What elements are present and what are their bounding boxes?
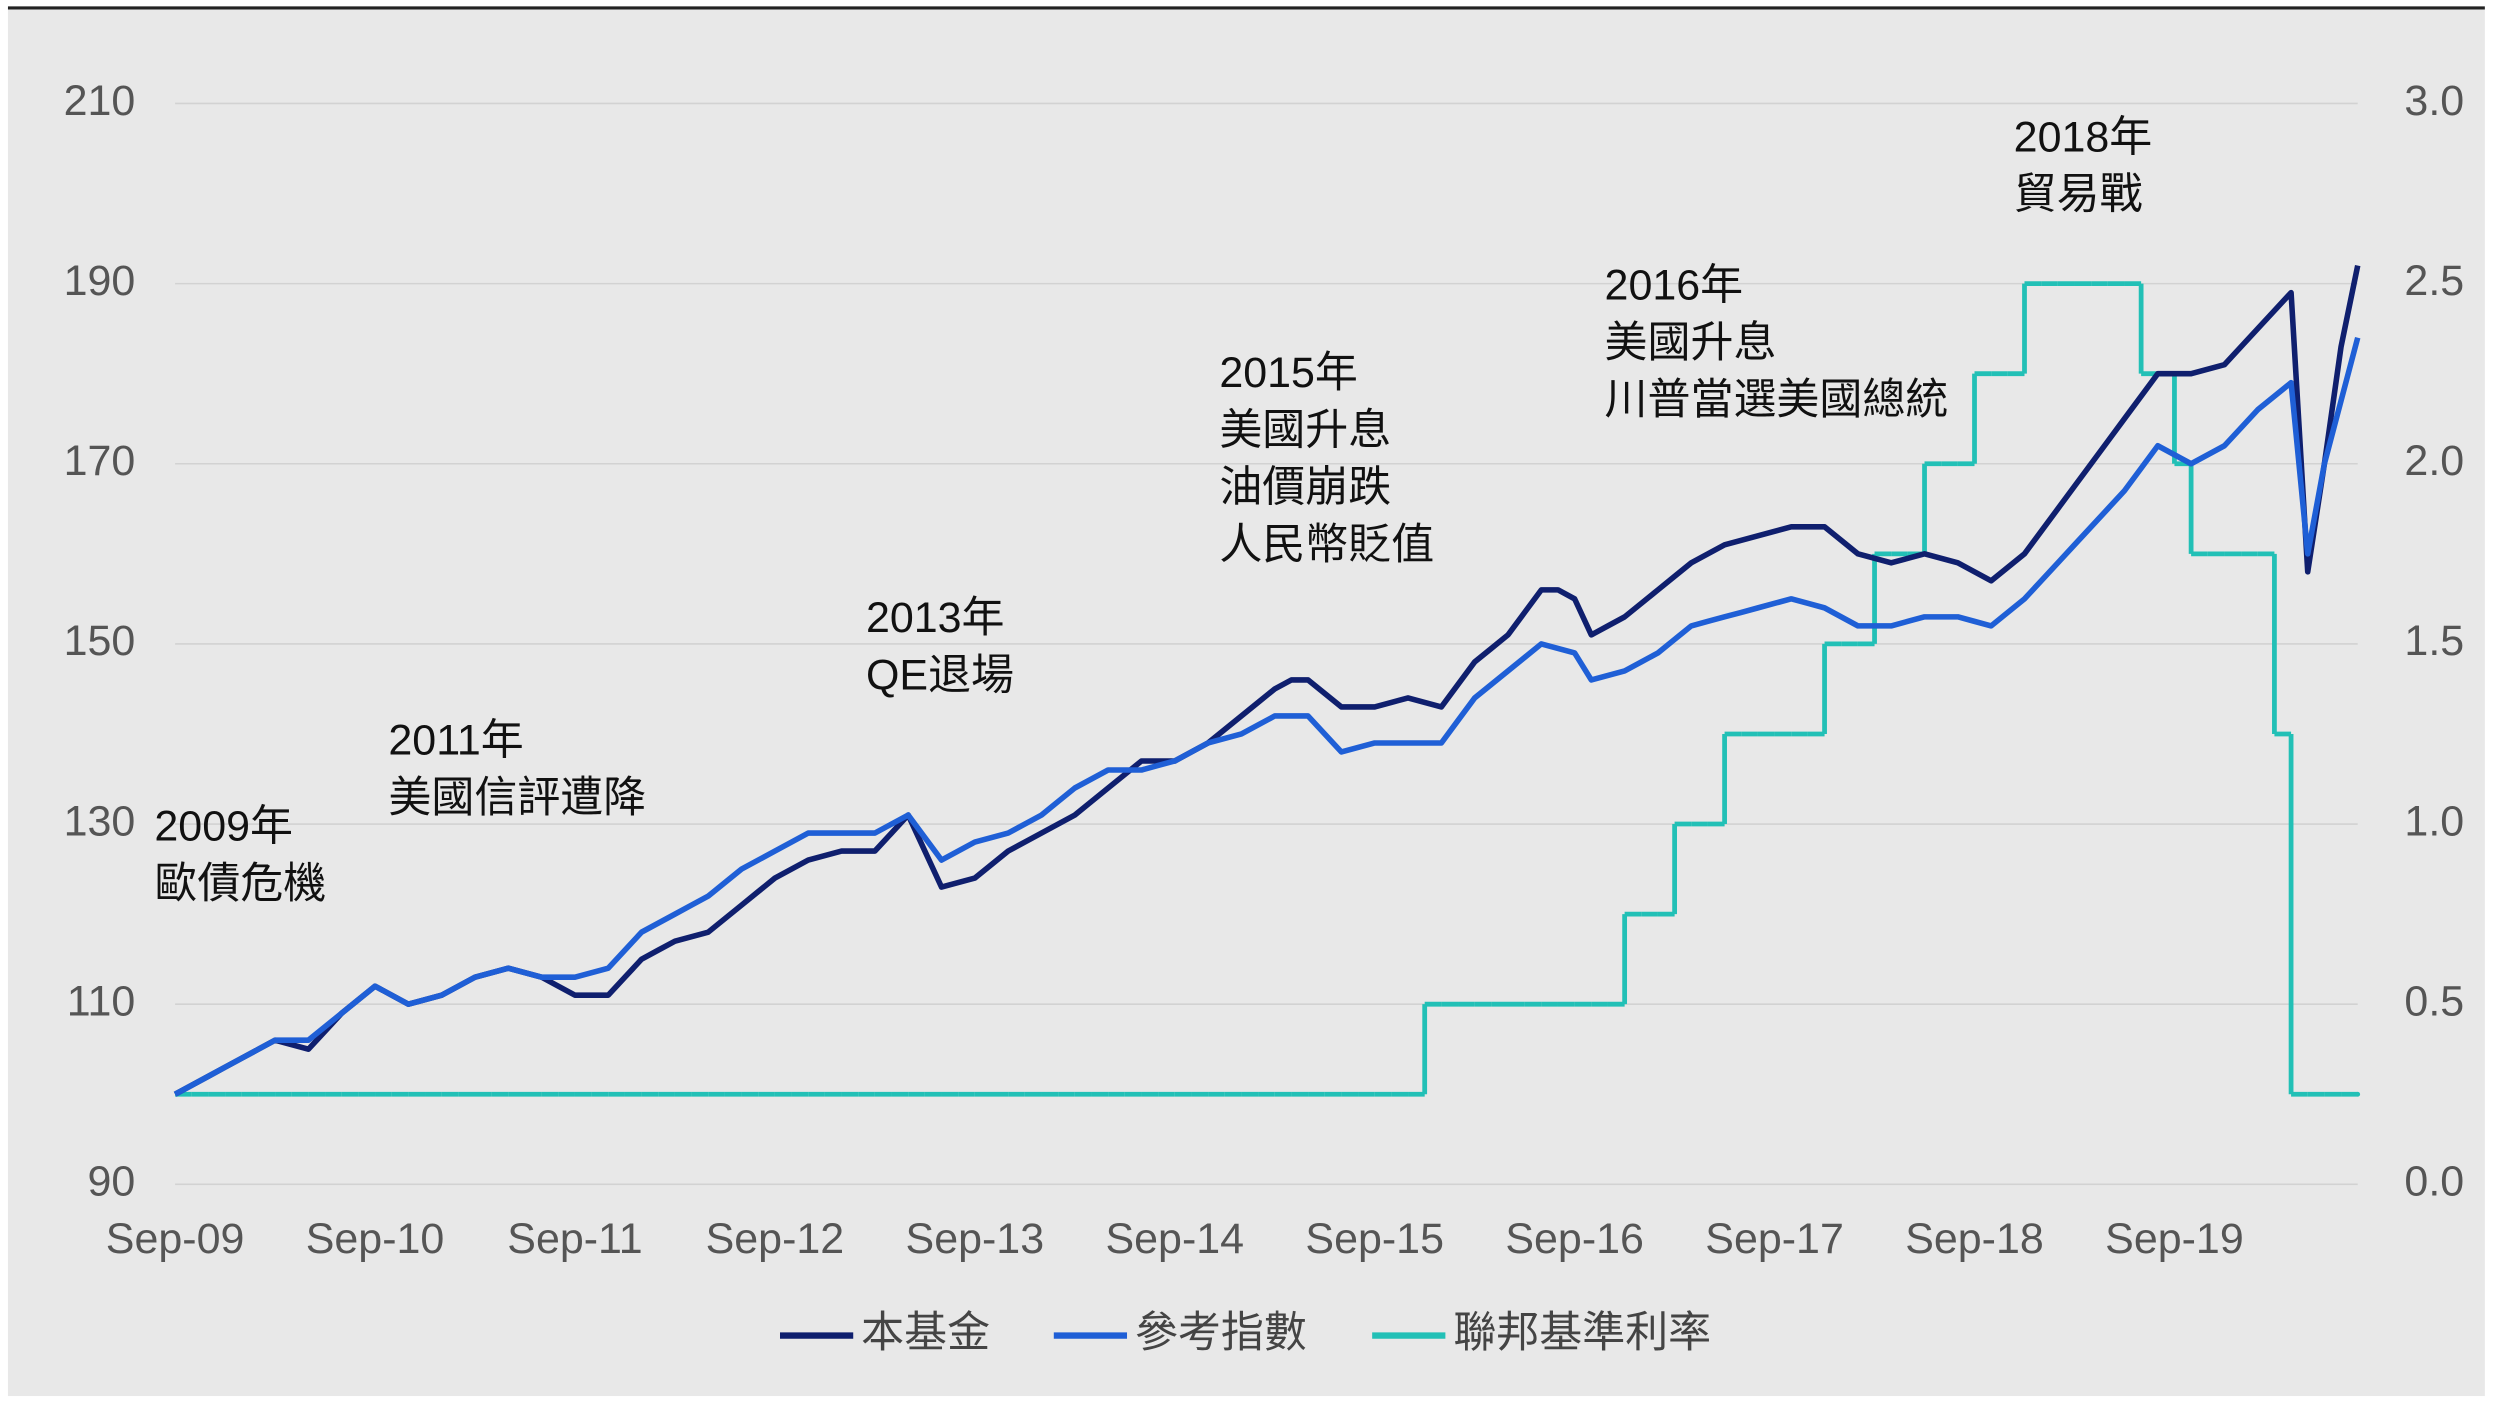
x-tick-label: Sep-09 [106,1215,245,1263]
series-line [173,336,2361,1097]
y2-tick-label: 0.0 [2404,1158,2464,1206]
y2-tick-label: 1.5 [2404,617,2464,665]
y2-tick-label: 0.5 [2404,978,2464,1026]
annotation: 歐債危機 [154,860,326,908]
y2-tick-label: 2.0 [2404,437,2464,485]
labels: 90 110 130 150 170 190 210 0.0 0.5 1.0 1.5 2.0 2.5 3.… [64,77,2465,1357]
y-tick-label: 150 [64,617,136,665]
annotation: 貿易戰 [2014,171,2143,219]
annotation: 2018年 [2014,113,2153,161]
annotation: 人民幣貶值 [1219,521,1434,569]
x-tick-label: Sep-10 [306,1215,445,1263]
x-tick-label: Sep-13 [906,1215,1045,1263]
y-tick-label: 190 [64,257,136,305]
y-tick-label: 90 [88,1158,136,1206]
x-tick-label: Sep-11 [507,1215,642,1263]
annotation: 2013年 [866,594,1005,642]
plot-area [173,265,2361,1097]
annotation: 美國升息 [1219,406,1391,454]
legend-label: 參考指數 [1135,1309,1307,1357]
x-tick-label: Sep-18 [1905,1215,2044,1263]
x-tick-label: Sep-16 [1505,1215,1644,1263]
x-tick-label: Sep-17 [1705,1215,1844,1263]
x-tick-label: Sep-15 [1305,1215,1444,1263]
x-tick-label: Sep-19 [2105,1215,2244,1263]
x-tick-label: Sep-14 [1105,1215,1244,1263]
annotation: 2009年 [154,803,293,851]
step-end [2355,1091,2361,1097]
annotation: 美國升息 [1605,319,1777,367]
legend-label: 聯邦基準利率 [1453,1309,1711,1357]
y2-tick-label: 2.5 [2404,257,2464,305]
annotation: QE退場 [866,651,1014,699]
y-tick-label: 110 [67,978,136,1026]
y-tick-label: 210 [64,77,136,125]
y-tick-label: 170 [64,437,136,485]
legend-label: 本基金 [861,1309,990,1357]
annotation: 2011年 [388,717,523,765]
annotation: 2016年 [1605,261,1744,309]
chart-background [7,7,2485,1397]
x-tick-label: Sep-12 [706,1215,845,1263]
annotation: 美國信評遭降 [388,774,646,822]
annotation: 油價崩跌 [1219,464,1391,512]
grid [175,102,2358,1186]
annotation: 川普當選美國總統 [1605,376,1949,424]
y-tick-label: 130 [64,797,136,845]
annotation: 2015年 [1219,349,1358,397]
y2-tick-label: 1.0 [2404,797,2464,845]
y2-tick-label: 3.0 [2404,77,2464,125]
